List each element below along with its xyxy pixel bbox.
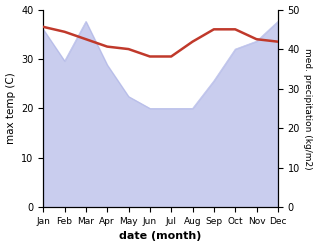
Y-axis label: med. precipitation (kg/m2): med. precipitation (kg/m2) (303, 48, 313, 169)
Y-axis label: max temp (C): max temp (C) (5, 72, 16, 144)
X-axis label: date (month): date (month) (119, 231, 202, 242)
